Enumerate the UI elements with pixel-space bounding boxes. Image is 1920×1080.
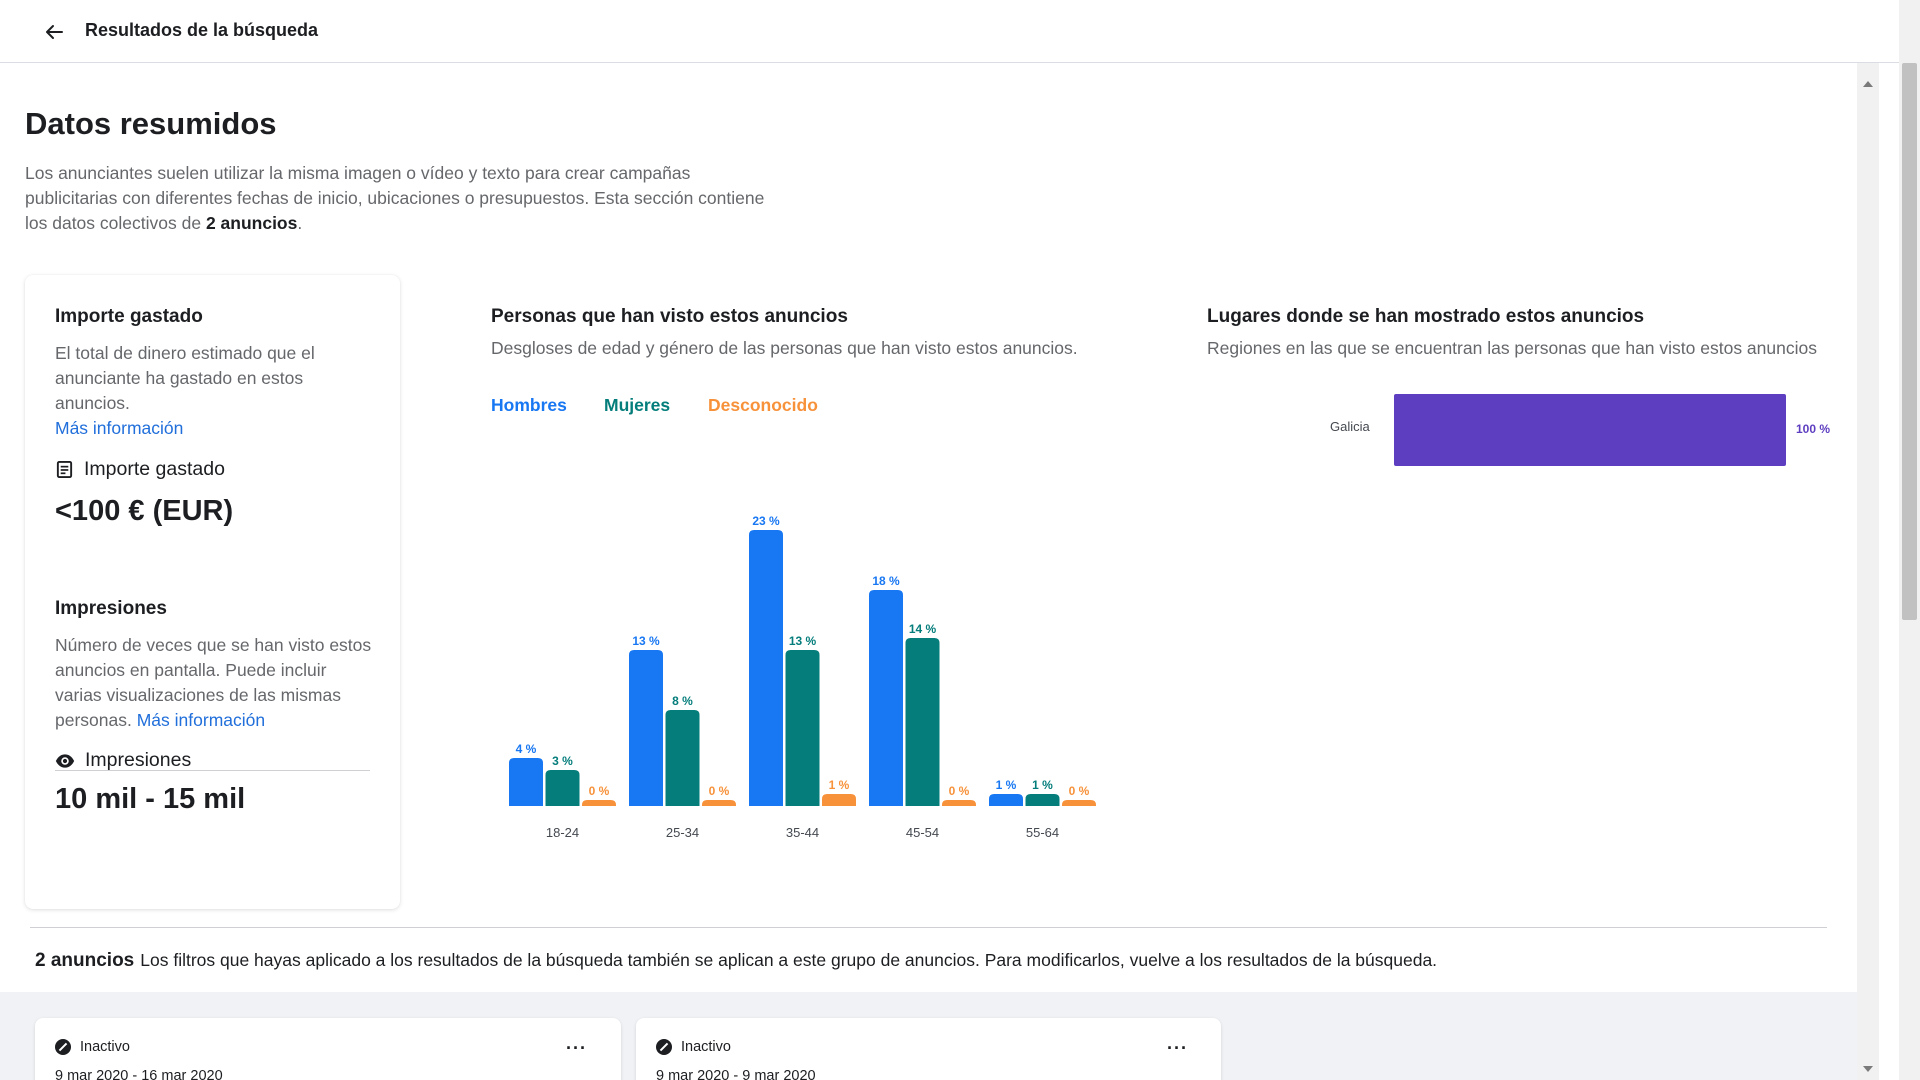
- bar-18-24-desconocido: [582, 800, 616, 806]
- x-tick-label: 55-64: [1026, 825, 1059, 840]
- bar-value-label: 8 %: [672, 694, 693, 708]
- bar-45-54-desconocido: [942, 800, 976, 806]
- more-options-button[interactable]: ···: [566, 1038, 587, 1058]
- bar-35-44-hombres: [749, 530, 783, 806]
- bar-value-label: 13 %: [789, 634, 817, 648]
- inactive-status-icon: [55, 1039, 71, 1055]
- spend-metric-label: Importe gastado: [55, 458, 225, 481]
- bar-value-label: 0 %: [949, 784, 970, 798]
- bar-35-44-mujeres: [785, 650, 820, 806]
- bar-55-64-desconocido: [1062, 800, 1096, 806]
- ad-dates: 9 mar 2020 - 16 mar 2020: [55, 1068, 223, 1080]
- region-value-label: 100 %: [1796, 422, 1831, 436]
- legend-desconocido[interactable]: Desconocido: [708, 395, 818, 415]
- spend-value: <100 € (EUR): [55, 495, 234, 527]
- region-bar: [1394, 394, 1786, 466]
- section-divider: [30, 927, 1827, 928]
- bar-18-24-hombres: [509, 758, 543, 806]
- bar-value-label: 1 %: [996, 778, 1017, 792]
- ad-status: Inactivo: [656, 1039, 731, 1055]
- x-tick-label: 35-44: [786, 825, 819, 840]
- bar-55-64-mujeres: [1025, 794, 1060, 806]
- bar-value-label: 18 %: [872, 574, 900, 588]
- page-title: Datos resumidos: [25, 106, 277, 141]
- impressions-metric-label: Impresiones: [55, 749, 191, 772]
- main-content: Datos resumidos Los anunciantes suelen u…: [0, 64, 1857, 1080]
- bar-25-34-hombres: [629, 650, 663, 806]
- bar-45-54-hombres: [869, 590, 903, 806]
- legend-mujeres[interactable]: Mujeres: [604, 395, 671, 415]
- bar-value-label: 14 %: [909, 622, 937, 636]
- eye-icon: [55, 753, 75, 768]
- spend-heading: Importe gastado: [55, 306, 203, 327]
- top-bar: Resultados de la búsqueda: [0, 0, 1920, 63]
- ad-card[interactable]: Inactivo ··· 9 mar 2020 - 16 mar 2020: [35, 1018, 621, 1080]
- scroll-down-arrow-icon[interactable]: [1863, 1066, 1873, 1072]
- bar-45-54-mujeres: [905, 638, 940, 806]
- audience-heading: Personas que han visto estos anuncios: [491, 306, 848, 327]
- more-options-button[interactable]: ···: [1167, 1038, 1188, 1058]
- summary-card: Importe gastado El total de dinero estim…: [25, 275, 400, 909]
- region-label: Galicia: [1330, 419, 1370, 434]
- bar-value-label: 0 %: [1069, 784, 1090, 798]
- receipt-icon: [56, 460, 73, 479]
- x-tick-label: 25-34: [666, 825, 699, 840]
- scroll-up-arrow-icon[interactable]: [1863, 81, 1873, 87]
- scrollbar-thumb[interactable]: [1902, 63, 1917, 620]
- intro-text: Los anunciantes suelen utilizar la misma…: [25, 163, 765, 233]
- bar-55-64-hombres: [989, 794, 1023, 806]
- window-scrollbar[interactable]: [1899, 0, 1920, 1080]
- bar-value-label: 3 %: [552, 754, 573, 768]
- card-divider: [55, 770, 370, 771]
- bar-value-label: 13 %: [632, 634, 660, 648]
- bar-value-label: 1 %: [829, 778, 850, 792]
- inactive-status-icon: [656, 1039, 672, 1055]
- spend-description: El total de dinero estimado que el anunc…: [55, 343, 315, 438]
- ad-dates: 9 mar 2020 - 9 mar 2020: [656, 1068, 816, 1080]
- ad-status: Inactivo: [55, 1039, 130, 1055]
- results-count: 2 anuncios Los filtros que hayas aplicado…: [35, 950, 1438, 971]
- impressions-more-info-link[interactable]: Más información: [136, 710, 266, 730]
- audience-subheading: Desgloses de edad y género de las person…: [491, 338, 1078, 358]
- x-tick-label: 18-24: [546, 825, 579, 840]
- bar-25-34-desconocido: [702, 800, 736, 806]
- impressions-value: 10 mil - 15 mil: [55, 783, 246, 815]
- impressions-description: Número de veces que se han visto estos a…: [55, 635, 372, 730]
- bar-value-label: 23 %: [752, 514, 780, 528]
- page-header-title: Resultados de la búsqueda: [85, 20, 319, 40]
- locations-subheading: Regiones en las que se encuentran las pe…: [1207, 338, 1817, 358]
- back-arrow-icon[interactable]: [42, 20, 66, 44]
- bar-25-34-mujeres: [665, 710, 700, 806]
- content-scrollbar[interactable]: [1857, 63, 1879, 1080]
- bar-value-label: 1 %: [1032, 778, 1053, 792]
- age-gender-bar-chart: 4 % 3 % 0 % 18-24 13 % 8 % 0 % 25-34 23 % 13 % 1 %…: [509, 514, 1096, 840]
- impressions-heading: Impresiones: [55, 598, 167, 619]
- bar-18-24-mujeres: [545, 770, 580, 806]
- ad-card[interactable]: Inactivo ··· 9 mar 2020 - 9 mar 2020: [636, 1018, 1221, 1080]
- bar-value-label: 0 %: [709, 784, 730, 798]
- x-tick-label: 45-54: [906, 825, 939, 840]
- bar-value-label: 0 %: [589, 784, 610, 798]
- legend-hombres[interactable]: Hombres: [491, 395, 567, 415]
- spend-more-info-link[interactable]: Más información: [55, 418, 184, 438]
- bar-35-44-desconocido: [822, 794, 856, 806]
- locations-heading: Lugares donde se han mostrado estos anun…: [1207, 306, 1645, 327]
- bar-value-label: 4 %: [516, 742, 537, 756]
